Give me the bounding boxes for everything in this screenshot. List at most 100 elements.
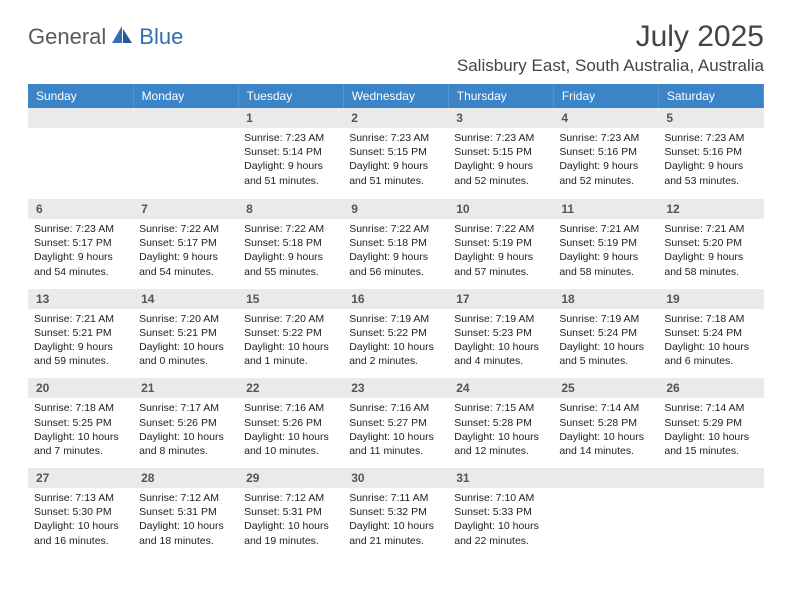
calendar-week-row: 1 Sunrise: 7:23 AM Sunset: 5:14 PM Daylight…	[28, 108, 764, 196]
calendar-day-cell: 6Sunrise: 7:23 AMSunset: 5:17 PMDaylight…	[28, 196, 133, 286]
daylight-text-2: and 51 minutes.	[349, 174, 442, 188]
daylight-text-1: Daylight: 9 hours	[454, 250, 547, 264]
sunrise-text: Sunrise: 7:18 AM	[34, 401, 127, 415]
day-body: Sunrise: 7:21 AMSunset: 5:19 PMDaylight:…	[553, 219, 658, 283]
sunset-text: Sunset: 5:16 PM	[664, 145, 757, 159]
calendar-day-cell: 2 Sunrise: 7:23 AMSunset: 5:15 PMDaylight…	[343, 108, 448, 196]
sunset-text: Sunset: 5:15 PM	[349, 145, 442, 159]
day-body: Sunrise: 7:17 AMSunset: 5:26 PMDaylight:…	[133, 398, 238, 462]
calendar-day-cell: 11Sunrise: 7:21 AMSunset: 5:19 PMDayligh…	[553, 196, 658, 286]
sunrise-text: Sunrise: 7:14 AM	[559, 401, 652, 415]
daylight-text-1: Daylight: 9 hours	[664, 159, 757, 173]
daylight-text-1: Daylight: 10 hours	[244, 519, 337, 533]
day-body: Sunrise: 7:10 AMSunset: 5:33 PMDaylight:…	[448, 488, 553, 552]
calendar-day-cell	[28, 108, 133, 196]
calendar-page: General Blue July 2025 Salisbury East, S…	[0, 0, 792, 578]
calendar-day-cell: 13Sunrise: 7:21 AMSunset: 5:21 PMDayligh…	[28, 286, 133, 376]
daylight-text-2: and 4 minutes.	[454, 354, 547, 368]
day-number: 8	[238, 199, 343, 219]
day-header: Monday	[133, 84, 238, 108]
day-number: 17	[448, 289, 553, 309]
daylight-text-2: and 5 minutes.	[559, 354, 652, 368]
calendar-day-cell	[553, 465, 658, 555]
calendar-table: SundayMondayTuesdayWednesdayThursdayFrid…	[28, 84, 764, 558]
day-number: 6	[28, 199, 133, 219]
daylight-text-1: Daylight: 9 hours	[349, 250, 442, 264]
daylight-text-2: and 52 minutes.	[454, 174, 547, 188]
daylight-text-2: and 54 minutes.	[139, 265, 232, 279]
day-number: 25	[553, 378, 658, 398]
daylight-text-2: and 12 minutes.	[454, 444, 547, 458]
daylight-text-1: Daylight: 10 hours	[559, 340, 652, 354]
day-number: 11	[553, 199, 658, 219]
sunrise-text: Sunrise: 7:21 AM	[34, 312, 127, 326]
daylight-text-1: Daylight: 10 hours	[139, 430, 232, 444]
sunrise-text: Sunrise: 7:12 AM	[244, 491, 337, 505]
calendar-day-cell: 26Sunrise: 7:14 AMSunset: 5:29 PMDayligh…	[658, 375, 763, 465]
day-number: 5	[658, 108, 763, 128]
month-title: July 2025	[457, 20, 764, 54]
day-number: 1	[238, 108, 343, 128]
sunrise-text: Sunrise: 7:23 AM	[349, 131, 442, 145]
sunset-text: Sunset: 5:30 PM	[34, 505, 127, 519]
daylight-text-1: Daylight: 10 hours	[454, 430, 547, 444]
daylight-text-2: and 6 minutes.	[664, 354, 757, 368]
day-body: Sunrise: 7:23 AMSunset: 5:16 PMDaylight:…	[658, 128, 763, 192]
daylight-text-1: Daylight: 10 hours	[349, 340, 442, 354]
sunset-text: Sunset: 5:21 PM	[34, 326, 127, 340]
day-header: Friday	[553, 84, 658, 108]
daylight-text-1: Daylight: 9 hours	[244, 250, 337, 264]
calendar-day-cell: 23Sunrise: 7:16 AMSunset: 5:27 PMDayligh…	[343, 375, 448, 465]
sunset-text: Sunset: 5:22 PM	[244, 326, 337, 340]
calendar-day-cell: 14Sunrise: 7:20 AMSunset: 5:21 PMDayligh…	[133, 286, 238, 376]
day-number: 29	[238, 468, 343, 488]
calendar-day-cell: 20Sunrise: 7:18 AMSunset: 5:25 PMDayligh…	[28, 375, 133, 465]
daylight-text-2: and 2 minutes.	[349, 354, 442, 368]
calendar-day-cell: 31Sunrise: 7:10 AMSunset: 5:33 PMDayligh…	[448, 465, 553, 555]
day-number-empty	[658, 468, 763, 488]
calendar-day-cell: 29Sunrise: 7:12 AMSunset: 5:31 PMDayligh…	[238, 465, 343, 555]
daylight-text-2: and 55 minutes.	[244, 265, 337, 279]
day-number-empty	[553, 468, 658, 488]
daylight-text-2: and 57 minutes.	[454, 265, 547, 279]
daylight-text-2: and 1 minute.	[244, 354, 337, 368]
day-number: 23	[343, 378, 448, 398]
daylight-text-1: Daylight: 9 hours	[559, 250, 652, 264]
calendar-day-cell	[133, 108, 238, 196]
sunrise-text: Sunrise: 7:16 AM	[244, 401, 337, 415]
sunset-text: Sunset: 5:26 PM	[139, 416, 232, 430]
sunset-text: Sunset: 5:23 PM	[454, 326, 547, 340]
day-number: 4	[553, 108, 658, 128]
daylight-text-2: and 54 minutes.	[34, 265, 127, 279]
day-header: Wednesday	[343, 84, 448, 108]
day-body: Sunrise: 7:23 AMSunset: 5:16 PMDaylight:…	[553, 128, 658, 192]
sunrise-text: Sunrise: 7:19 AM	[349, 312, 442, 326]
day-header: Saturday	[658, 84, 763, 108]
daylight-text-2: and 22 minutes.	[454, 534, 547, 548]
day-number: 28	[133, 468, 238, 488]
daylight-text-1: Daylight: 10 hours	[559, 430, 652, 444]
brand-part2: Blue	[139, 24, 183, 50]
sunset-text: Sunset: 5:24 PM	[559, 326, 652, 340]
calendar-day-cell: 28Sunrise: 7:12 AMSunset: 5:31 PMDayligh…	[133, 465, 238, 555]
daylight-text-1: Daylight: 9 hours	[349, 159, 442, 173]
daylight-text-2: and 56 minutes.	[349, 265, 442, 279]
day-number: 31	[448, 468, 553, 488]
daylight-text-2: and 53 minutes.	[664, 174, 757, 188]
calendar-body: 1 Sunrise: 7:23 AM Sunset: 5:14 PM Daylight…	[28, 108, 764, 555]
day-number: 7	[133, 199, 238, 219]
sunset-text: Sunset: 5:14 PM	[244, 145, 337, 159]
sunrise-text: Sunrise: 7:15 AM	[454, 401, 547, 415]
sunset-text: Sunset: 5:26 PM	[244, 416, 337, 430]
daylight-text-1: Daylight: 10 hours	[664, 430, 757, 444]
calendar-day-cell: 25Sunrise: 7:14 AMSunset: 5:28 PMDayligh…	[553, 375, 658, 465]
day-number: 2	[343, 108, 448, 128]
sunset-text: Sunset: 5:28 PM	[454, 416, 547, 430]
day-body: Sunrise: 7:16 AMSunset: 5:27 PMDaylight:…	[343, 398, 448, 462]
calendar-week-row: 6Sunrise: 7:23 AMSunset: 5:17 PMDaylight…	[28, 196, 764, 286]
day-number: 24	[448, 378, 553, 398]
daylight-text-2: and 21 minutes.	[349, 534, 442, 548]
calendar-head: SundayMondayTuesdayWednesdayThursdayFrid…	[28, 84, 764, 108]
day-number: 3	[448, 108, 553, 128]
calendar-week-row: 20Sunrise: 7:18 AMSunset: 5:25 PMDayligh…	[28, 375, 764, 465]
